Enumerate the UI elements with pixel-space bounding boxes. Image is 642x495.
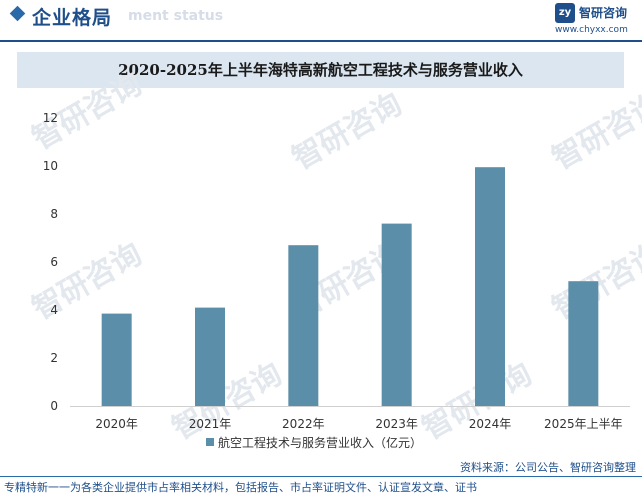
x-tick-label: 2021年 [189,417,232,431]
y-tick-label: 6 [50,255,58,269]
bar [288,245,318,406]
y-tick-label: 2 [50,351,58,365]
y-tick-label: 4 [50,303,58,317]
legend-swatch [206,438,214,446]
watermark-text: 智研咨询 [167,357,288,447]
legend-label: 航空工程技术与服务营业收入（亿元） [218,435,422,450]
bar [102,314,132,406]
x-tick-label: 2024年 [469,417,512,431]
x-tick-label: 2020年 [95,417,138,431]
bar [195,308,225,406]
y-tick-label: 0 [50,399,58,413]
footer-divider [0,476,642,477]
x-tick-label: 2023年 [375,417,418,431]
watermark-text: 智研咨询 [287,87,408,177]
y-tick-label: 8 [50,207,58,221]
y-tick-label: 12 [43,111,58,125]
x-tick-label: 2025年上半年 [544,417,623,431]
watermark-text: 智研咨询 [547,87,642,177]
watermark-text: 智研咨询 [27,237,148,327]
y-tick-label: 10 [43,159,58,173]
x-tick-label: 2022年 [282,417,325,431]
bar [568,281,598,406]
source-note: 资料来源：公司公告、智研咨询整理 [460,459,636,475]
bar [382,224,412,406]
bar [475,167,505,406]
